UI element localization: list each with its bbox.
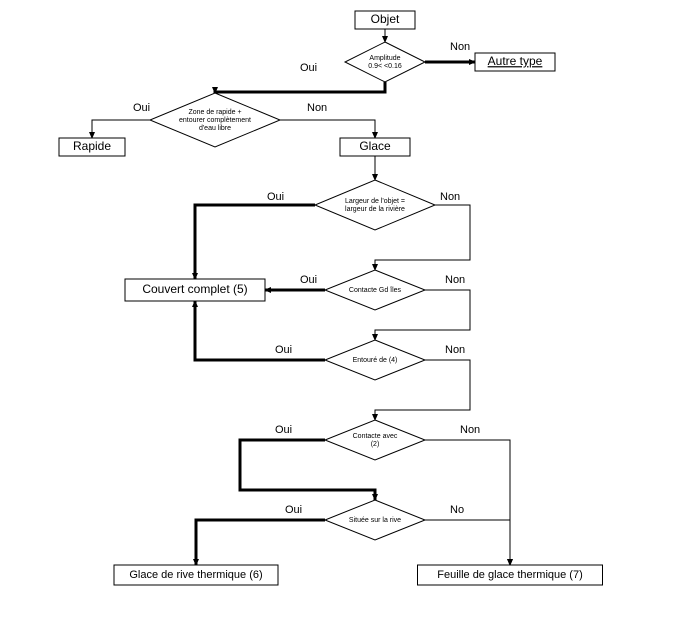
- edge-label-entoure-couvert: Oui: [275, 344, 292, 356]
- node-label-situe-l0: Située sur la rive: [349, 517, 401, 524]
- edge-label-largeur-contacte1: Non: [440, 191, 460, 203]
- node-label-glace-l0: Glace: [359, 139, 391, 153]
- edge-zonerap-glace: [280, 120, 375, 138]
- node-label-amplitude-l0: Amplitude: [369, 55, 400, 62]
- edge-label-situe-feuille: No: [450, 504, 464, 516]
- edge-contacte2-feuille: [425, 440, 510, 565]
- node-label-feuille-l0: Feuille de glace thermique (7): [437, 569, 583, 581]
- edge-label-amplitude-autretype: Non: [450, 41, 470, 53]
- node-label-contacte2-l0: Contacte avec: [353, 433, 398, 440]
- edge-largeur-couvert: [195, 205, 315, 279]
- node-label-zonerap-l1: entourer complètement: [179, 117, 251, 124]
- edge-label-entoure-contacte2: Non: [445, 344, 465, 356]
- node-label-rapide-l0: Rapide: [73, 139, 111, 153]
- edge-entoure-couvert: [195, 301, 325, 360]
- edge-label-amplitude-zonerap: Oui: [300, 62, 317, 74]
- node-label-autretype-l0: Autre type: [488, 54, 543, 68]
- edge-zonerap-rapide: [92, 120, 150, 138]
- edge-label-contacte2-situe: Oui: [275, 424, 292, 436]
- edge-label-situe-glacerive: Oui: [285, 504, 302, 516]
- node-label-entoure-l0: Entouré de (4): [353, 357, 398, 364]
- node-label-glacerive-l0: Glace de rive thermique (6): [129, 569, 262, 581]
- edge-label-contacte2-feuille: Non: [460, 424, 480, 436]
- node-label-contacte1-l0: Contacte Gd îles: [349, 287, 402, 294]
- node-label-amplitude-l1: 0.9< <0.16: [368, 63, 402, 70]
- node-label-largeur-l0: Largeur de l'objet =: [345, 198, 405, 205]
- edge-label-zonerap-rapide: Oui: [133, 102, 150, 114]
- edge-situe-glacerive: [196, 520, 325, 565]
- node-label-zonerap-l0: Zone de rapide +: [188, 109, 241, 116]
- edge-label-zonerap-glace: Non: [307, 102, 327, 114]
- edge-situe-feuille: [425, 520, 510, 565]
- edge-amplitude-zonerap: [215, 82, 385, 93]
- node-label-objet-l0: Objet: [371, 12, 400, 26]
- node-label-couvert-l0: Couvert complet (5): [142, 282, 247, 296]
- node-label-largeur-l1: largeur de la rivière: [345, 206, 405, 213]
- node-label-zonerap-l2: d'eau libre: [199, 125, 231, 132]
- edge-label-contacte1-couvert: Oui: [300, 274, 317, 286]
- edge-label-largeur-couvert: Oui: [267, 191, 284, 203]
- edge-label-contacte1-entoure: Non: [445, 274, 465, 286]
- node-label-contacte2-l1: (2): [371, 441, 380, 448]
